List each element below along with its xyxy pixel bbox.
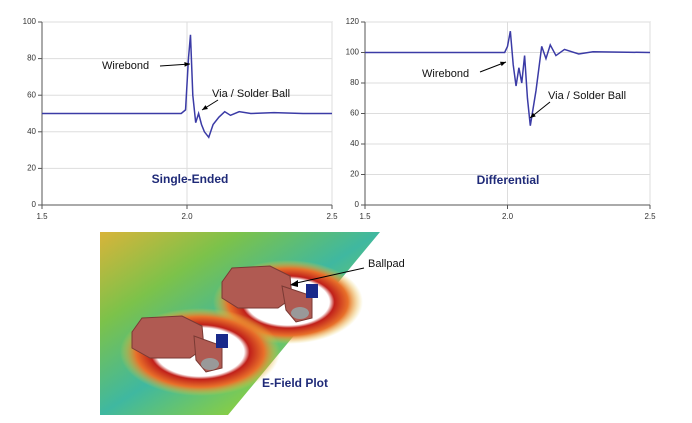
x-tick-label: 2.5 (326, 212, 338, 221)
ballpad-shape (221, 265, 293, 309)
chart-title: Differential (477, 173, 540, 187)
series-line (365, 31, 651, 126)
y-tick-label: 60 (350, 109, 359, 118)
annotation: Via / Solder Ball (212, 88, 290, 100)
y-tick-label: 80 (350, 78, 359, 87)
annotation: Wirebond (422, 68, 469, 80)
y-tick-label: 40 (27, 127, 36, 136)
x-tick-label: 1.5 (36, 212, 48, 221)
y-tick-label: 100 (23, 17, 37, 26)
y-tick-label: 0 (32, 200, 37, 209)
via (201, 358, 219, 370)
x-tick-label: 2.0 (181, 212, 193, 221)
x-tick-label: 1.5 (359, 212, 371, 221)
y-tick-label: 40 (350, 139, 359, 148)
y-tick-label: 60 (27, 90, 36, 99)
image-annotation: Ballpad (368, 258, 405, 270)
arrowhead (500, 61, 506, 67)
x-tick-label: 2.5 (644, 212, 656, 221)
arrowhead (184, 62, 190, 67)
arrow (291, 267, 365, 285)
series-line (42, 34, 332, 139)
arrowhead (202, 105, 208, 110)
x-tick-label: 2.0 (502, 212, 514, 221)
y-tick-label: 100 (346, 48, 360, 57)
y-tick-label: 80 (27, 54, 36, 63)
ballpad-shape (131, 315, 205, 359)
annotation: Wirebond (102, 60, 149, 72)
chart-title: Single-Ended (152, 172, 229, 186)
via (291, 307, 309, 319)
y-tick-label: 120 (346, 17, 360, 26)
y-tick-label: 20 (27, 164, 36, 173)
y-tick-label: 20 (350, 170, 359, 179)
image-caption: E-Field Plot (262, 376, 328, 390)
arrowhead (290, 280, 298, 287)
via-barrel (216, 334, 228, 348)
annotation: Via / Solder Ball (548, 90, 626, 102)
arrowhead (530, 112, 536, 118)
via-barrel (306, 284, 318, 298)
y-tick-label: 0 (355, 200, 360, 209)
e-field-plot: Ballpad E-Field Plot (100, 232, 405, 415)
